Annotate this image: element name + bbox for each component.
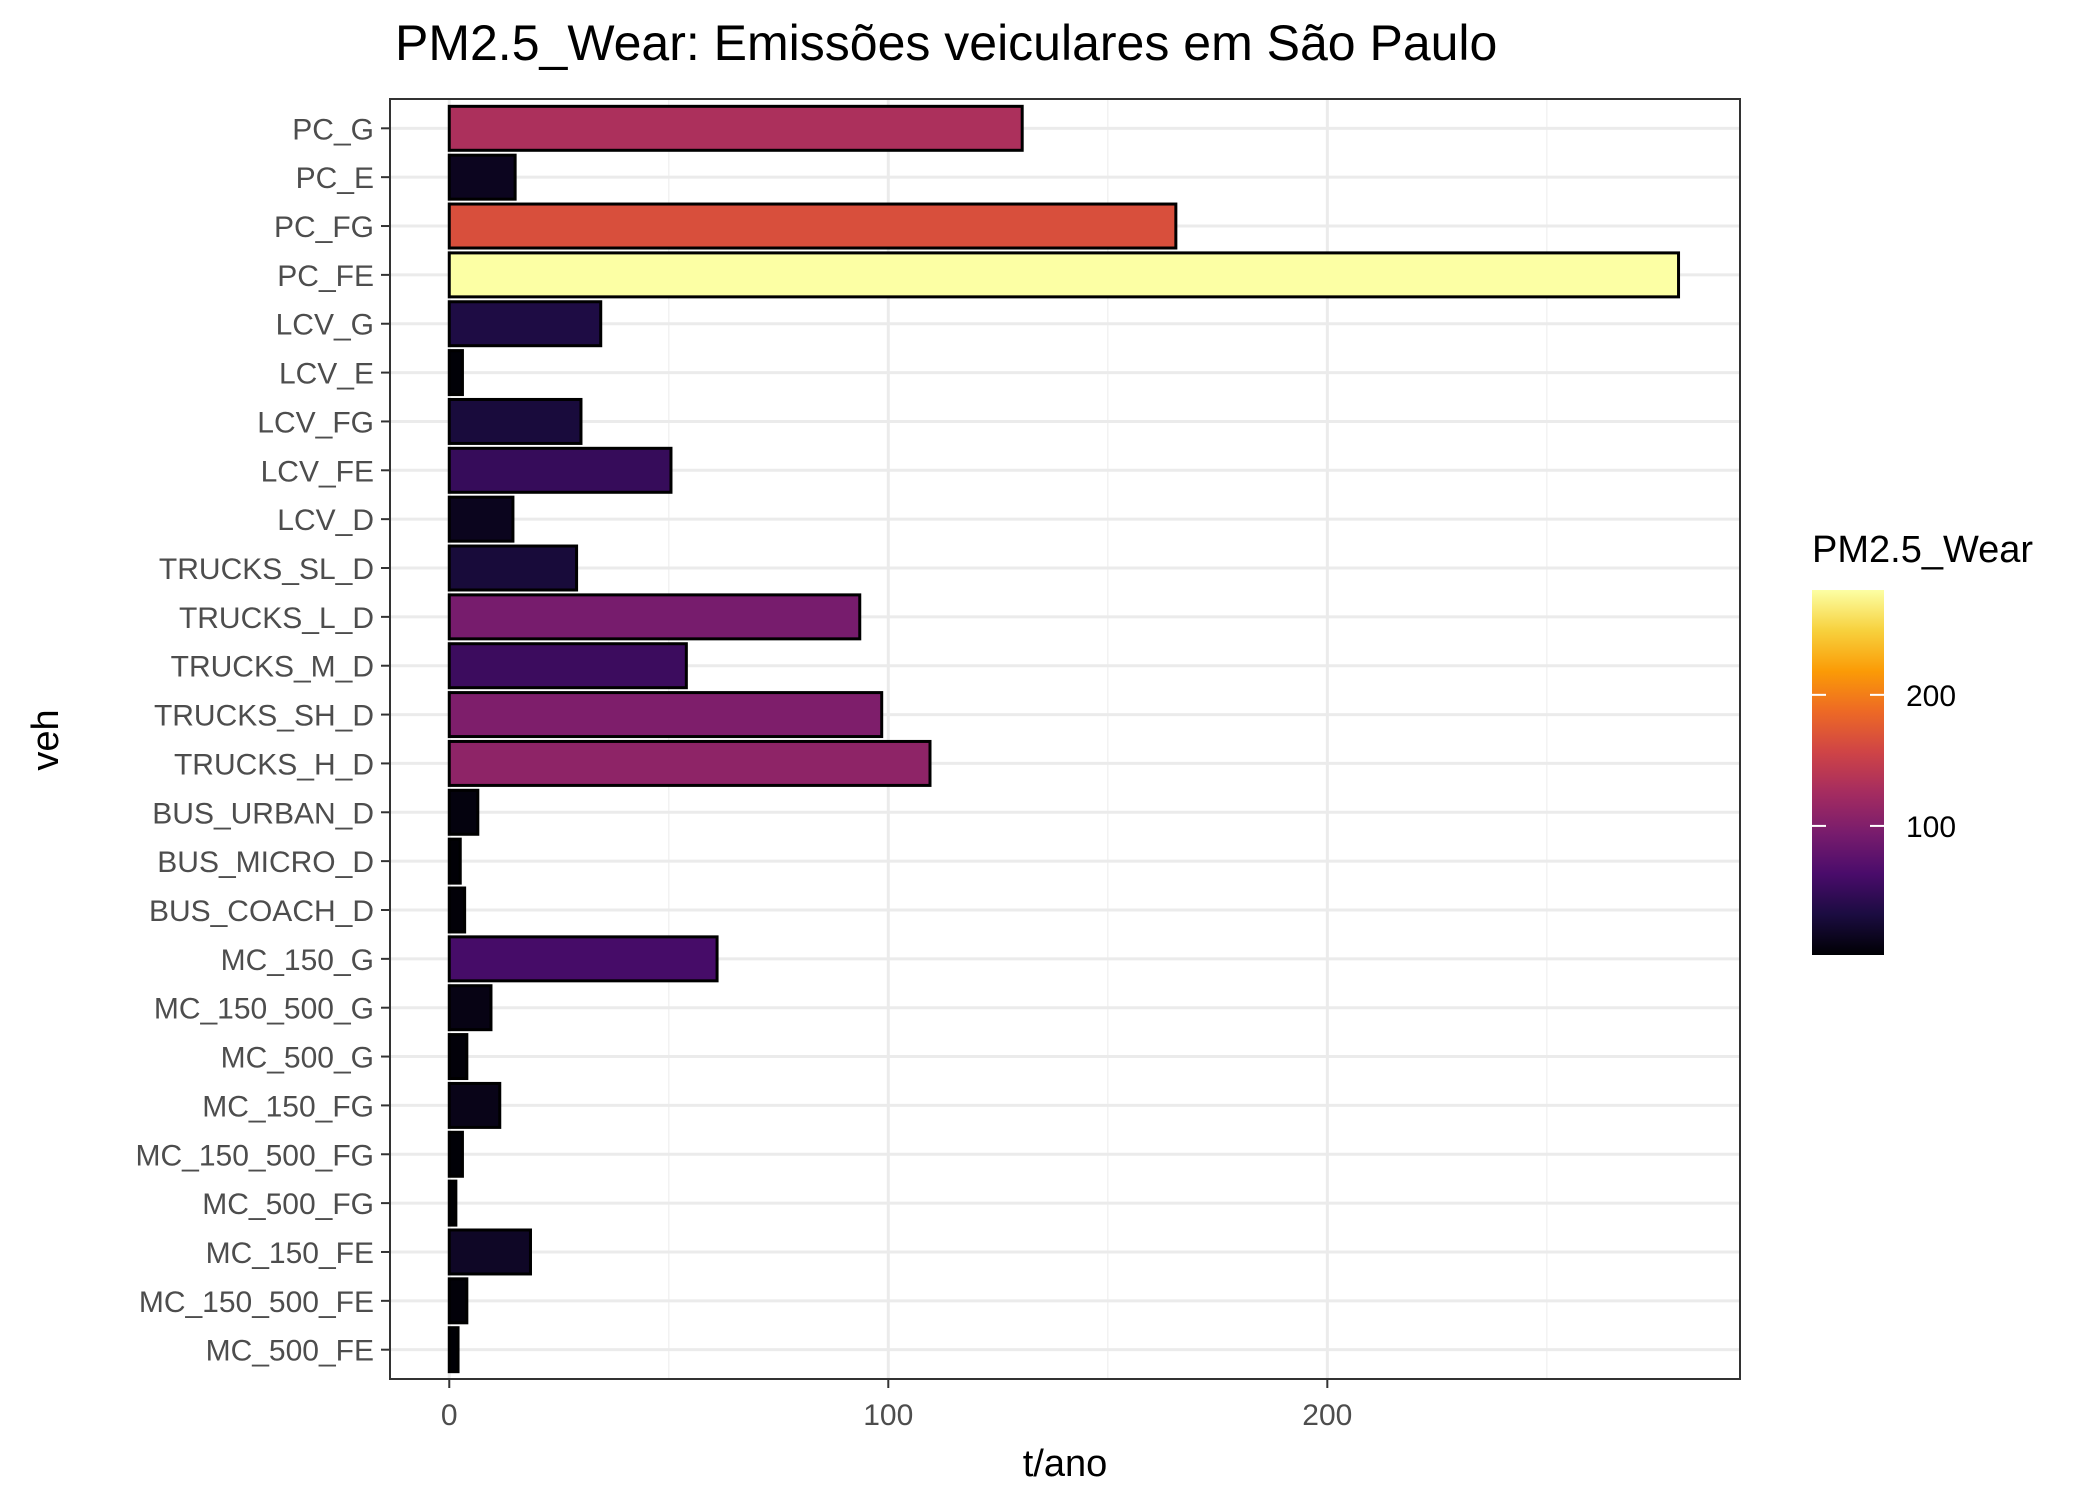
y-tick-label: TRUCKS_L_D xyxy=(179,602,374,635)
bar-mc-150-500-fg xyxy=(447,1130,464,1178)
y-tick-label: MC_150_FE xyxy=(206,1237,374,1270)
bar-trucks-sl-d xyxy=(447,544,579,592)
bar-mc-500-fe xyxy=(447,1326,460,1374)
bar-pc-e xyxy=(447,153,517,201)
y-tick-label: LCV_FG xyxy=(257,406,374,439)
y-tick-label: MC_150_G xyxy=(221,944,374,977)
bar-lcv-e xyxy=(447,349,464,397)
y-tick-label: MC_150_500_G xyxy=(154,993,374,1026)
x-axis-title: t/ano xyxy=(1023,1443,1108,1485)
bar-mc-150-g xyxy=(447,935,719,983)
legend-title: PM2.5_Wear xyxy=(1812,529,2033,571)
chart-title: PM2.5_Wear: Emissões veiculares em São P… xyxy=(395,15,1497,71)
bar-trucks-m-d xyxy=(447,642,688,690)
y-tick-label: LCV_FE xyxy=(261,455,374,488)
bar-bus-coach-d xyxy=(447,886,467,934)
bar-layer xyxy=(447,104,1681,1374)
bar-mc-150-fe xyxy=(447,1228,532,1276)
legend-ticks: 100 200 xyxy=(1812,680,1956,844)
y-tick-label: MC_500_FG xyxy=(202,1188,374,1221)
y-tick-label: PC_E xyxy=(296,162,374,195)
bar-trucks-sh-d xyxy=(447,691,884,739)
y-tick-label: TRUCKS_SH_D xyxy=(154,700,374,733)
y-tick-label: LCV_E xyxy=(279,358,374,391)
y-tick-label: MC_500_FE xyxy=(206,1335,374,1368)
bar-trucks-l-d xyxy=(447,593,862,641)
bar-pc-fe xyxy=(447,251,1681,299)
y-axis-title: veh xyxy=(25,709,67,770)
legend-tick-label: 100 xyxy=(1906,811,1956,844)
y-tick-label: TRUCKS_SL_D xyxy=(159,553,374,586)
plot-border xyxy=(389,98,1741,1380)
x-axis-ticks: 0 100 200 xyxy=(441,1379,1352,1432)
bar-lcv-fg xyxy=(447,397,583,445)
bar-lcv-g xyxy=(447,300,603,348)
legend-colorbar xyxy=(1812,590,1884,955)
bar-bus-urban-d xyxy=(447,788,480,836)
bar-trucks-h-d xyxy=(447,739,932,787)
legend: PM2.5_Wear 100 200 xyxy=(1812,529,2033,955)
bar-mc-500-g xyxy=(447,1033,469,1081)
bar-lcv-fe xyxy=(447,446,673,494)
y-tick-label: MC_150_500_FG xyxy=(136,1139,374,1172)
bar-pc-fg xyxy=(447,202,1178,250)
x-tick-label: 0 xyxy=(441,1399,458,1432)
y-tick-label: BUS_URBAN_D xyxy=(152,797,374,830)
x-tick-label: 200 xyxy=(1302,1399,1352,1432)
y-tick-label: MC_500_G xyxy=(221,1042,374,1075)
y-tick-label: PC_FE xyxy=(277,260,374,293)
y-tick-label: MC_150_FG xyxy=(202,1090,374,1123)
y-tick-label: LCV_D xyxy=(277,504,374,537)
bar-bus-micro-d xyxy=(447,837,462,885)
bar-mc-500-fg xyxy=(447,1179,458,1227)
y-tick-label: TRUCKS_H_D xyxy=(174,748,374,781)
bar-mc-150-fg xyxy=(447,1081,502,1129)
y-tick-label: PC_FG xyxy=(274,211,374,244)
bar-pc-g xyxy=(447,104,1024,152)
x-tick-label: 100 xyxy=(863,1399,913,1432)
y-tick-label: PC_G xyxy=(292,113,374,146)
y-tick-label: LCV_G xyxy=(276,309,374,342)
y-tick-label: BUS_MICRO_D xyxy=(157,846,374,879)
bar-mc-150-500-g xyxy=(447,984,493,1032)
y-axis-ticks: PC_G PC_E PC_FG PC_FE LCV_G LCV_E LCV_FG LCV_FE… xyxy=(136,113,390,1368)
y-tick-label: BUS_COACH_D xyxy=(149,895,374,928)
bar-mc-150-500-fe xyxy=(447,1277,469,1325)
y-tick-label: TRUCKS_M_D xyxy=(171,651,374,684)
plot-panel xyxy=(390,99,1740,1379)
y-tick-label: MC_150_500_FE xyxy=(139,1286,374,1319)
legend-tick-label: 200 xyxy=(1906,680,1956,713)
bar-lcv-d xyxy=(447,495,515,543)
